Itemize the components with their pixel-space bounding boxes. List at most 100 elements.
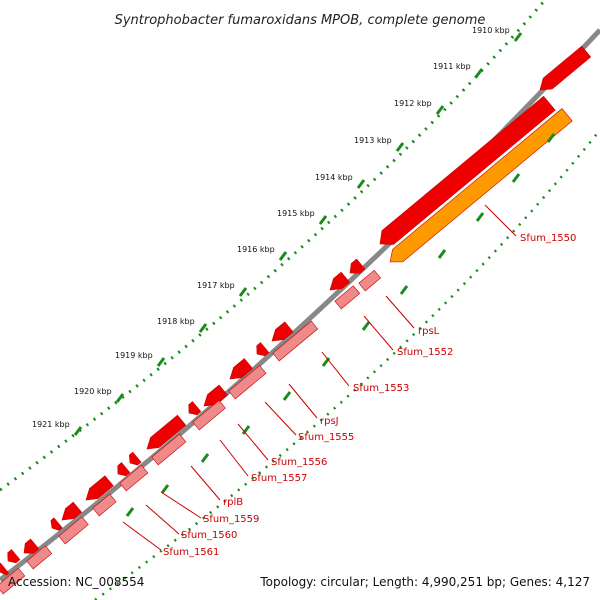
major-ticks xyxy=(73,32,523,436)
forward-cds-feature xyxy=(50,517,63,531)
gene-label: Sfum_1550 xyxy=(520,233,576,244)
inner-tick xyxy=(546,133,556,143)
inner-tick xyxy=(200,453,210,463)
gene-leader-line xyxy=(288,383,318,419)
gene-leader-line xyxy=(122,521,162,551)
gene-leader-line xyxy=(237,423,269,461)
forward-cds-feature xyxy=(349,258,366,274)
forward-cds-feature xyxy=(146,414,187,450)
forward-cds-feature xyxy=(271,321,294,342)
forward-cds-feature xyxy=(117,462,131,477)
inner-tick xyxy=(125,507,135,517)
inner-tick xyxy=(282,391,292,401)
inner-tick xyxy=(511,173,521,183)
gene-labels: Sfum_1550 rpsL Sfum_1552 Sfum_1553 rpsJ Sfum_… xyxy=(122,204,576,558)
reverse-cds-feature xyxy=(228,365,267,400)
major-tick xyxy=(73,426,83,436)
gene-leader-line xyxy=(190,465,221,501)
tick-label: 1918 kbp xyxy=(157,317,195,326)
accession-text: Accession: NC_008554 xyxy=(8,575,144,589)
tick-label: 1921 kbp xyxy=(32,420,70,429)
tick-label: 1913 kbp xyxy=(354,136,392,145)
tick-label: 1919 kbp xyxy=(115,351,153,360)
tick-label: 1911 kbp xyxy=(433,62,471,71)
major-tick xyxy=(474,68,484,78)
gene-label: Sfum_1553 xyxy=(353,383,409,394)
major-tick xyxy=(513,32,523,42)
reverse-strand-track xyxy=(0,108,573,595)
tick-label: 1912 kbp xyxy=(394,99,432,108)
inner-tick xyxy=(399,285,409,295)
forward-cds-feature xyxy=(256,342,270,357)
forward-cds-feature xyxy=(229,358,254,380)
gene-leader-line xyxy=(363,315,394,351)
forward-cds-feature xyxy=(61,501,83,521)
gene-leader-line xyxy=(145,504,180,535)
major-tick xyxy=(198,323,208,333)
gene-leader-line xyxy=(385,295,415,329)
reverse-cds-feature xyxy=(119,464,149,492)
major-tick xyxy=(318,215,328,225)
inner-tick xyxy=(241,425,251,435)
forward-strand-track xyxy=(0,45,592,576)
gene-leader-line xyxy=(219,439,249,477)
reverse-cds-feature xyxy=(58,516,89,545)
reverse-cds-highlight-feature xyxy=(389,108,573,263)
gene-leader-line xyxy=(484,204,517,237)
tick-label: 1920 kbp xyxy=(74,387,112,396)
gene-leader-line xyxy=(160,491,202,519)
tick-labels: 1910 kbp 1911 kbp 1912 kbp 1913 kbp 1914 kbp… xyxy=(32,26,510,429)
inner-tick xyxy=(437,249,447,259)
major-tick xyxy=(278,251,288,261)
inner-tick xyxy=(361,321,371,331)
tick-label: 1914 kbp xyxy=(315,173,353,182)
gene-label: Sfum_1561 xyxy=(163,547,219,558)
major-tick xyxy=(356,179,366,189)
major-tick xyxy=(435,105,445,115)
gene-leader-line xyxy=(321,351,350,387)
reverse-cds-feature xyxy=(358,269,382,292)
reverse-cds-feature xyxy=(92,493,117,517)
forward-cds-feature xyxy=(379,95,556,245)
genome-backbone xyxy=(0,28,600,582)
map-title: Syntrophobacter fumaroxidans MPOB, compl… xyxy=(115,13,486,28)
inner-tick xyxy=(475,212,485,222)
forward-cds-feature xyxy=(539,45,592,91)
major-tick xyxy=(156,357,166,367)
reverse-cds-feature xyxy=(192,399,226,431)
tick-label: 1916 kbp xyxy=(237,245,275,254)
gene-label: Sfum_1555 xyxy=(298,432,354,443)
gene-label: Sfum_1557 xyxy=(251,473,307,484)
major-tick xyxy=(115,393,125,403)
gene-label: Sfum_1556 xyxy=(271,457,327,468)
forward-cds-feature xyxy=(188,401,202,416)
reverse-cds-feature xyxy=(151,433,187,466)
outer-tick-ring: 1910 kbp 1911 kbp 1912 kbp 1913 kbp 1914 kbp… xyxy=(0,0,547,492)
inner-dotted-ring xyxy=(94,129,600,600)
gene-leader-line xyxy=(264,401,297,436)
forward-cds-feature xyxy=(7,549,21,564)
forward-cds-feature xyxy=(0,562,10,576)
major-tick xyxy=(238,287,248,297)
major-tick xyxy=(395,142,405,152)
reverse-cds-feature xyxy=(26,545,53,570)
gene-label: rpsL xyxy=(418,326,440,337)
tick-label: 1917 kbp xyxy=(197,281,235,290)
gene-label: Sfum_1552 xyxy=(397,347,453,358)
forward-cds-feature xyxy=(329,271,351,291)
summary-text: Topology: circular; Length: 4,990,251 bp… xyxy=(259,575,590,589)
gene-label: Sfum_1559 xyxy=(203,514,259,525)
reverse-cds-feature xyxy=(334,285,361,310)
gene-label: rpsJ xyxy=(320,416,339,427)
gene-label: rplB xyxy=(223,497,243,508)
tick-label: 1910 kbp xyxy=(472,26,510,35)
forward-cds-feature xyxy=(85,475,114,501)
gene-label: Sfum_1560 xyxy=(181,530,237,541)
tick-label: 1915 kbp xyxy=(277,209,315,218)
forward-cds-feature xyxy=(128,451,142,466)
inner-tick xyxy=(160,484,170,494)
reverse-cds-feature xyxy=(272,320,319,362)
reverse-cds-feature xyxy=(0,567,26,595)
forward-cds-feature xyxy=(23,538,40,554)
